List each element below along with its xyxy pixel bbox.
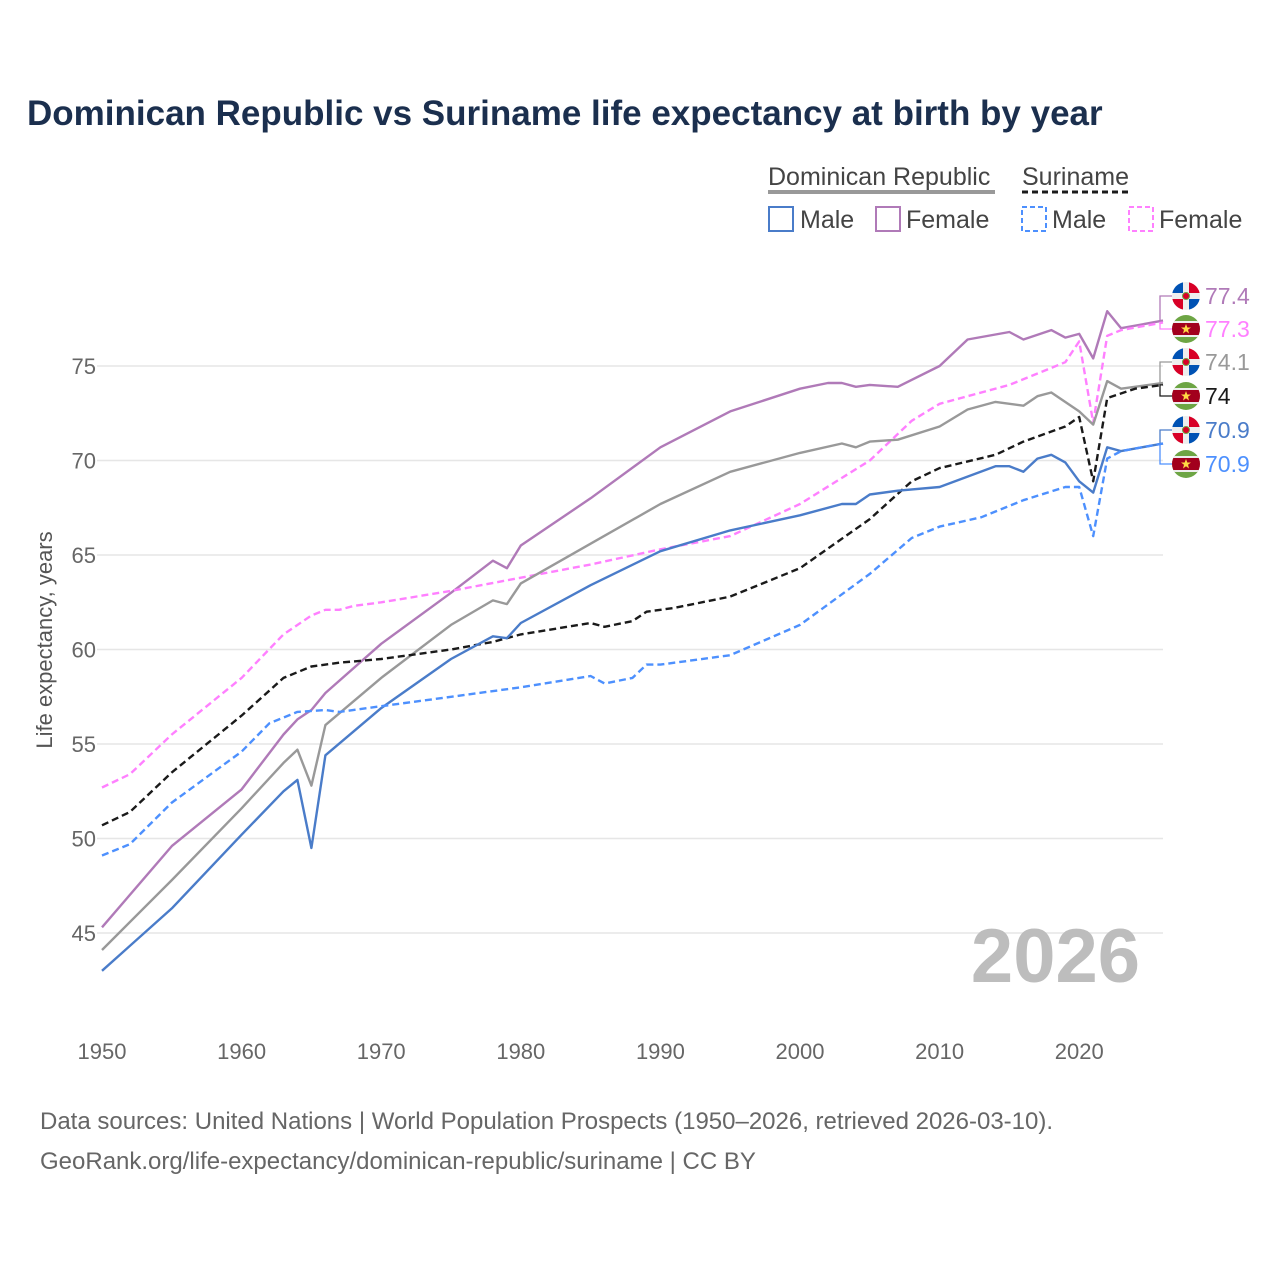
dominican-republic-flag-icon xyxy=(1172,348,1200,376)
label-leader xyxy=(1159,321,1172,330)
legend-sr-female[interactable]: Female xyxy=(1159,206,1242,234)
flag-red-bl xyxy=(1172,433,1183,444)
x-tick-label: 2000 xyxy=(776,1039,825,1064)
end-value-label: 70.9 xyxy=(1205,417,1250,443)
x-tick-label: 1970 xyxy=(357,1039,406,1064)
y-tick-label: 70 xyxy=(72,449,96,474)
legend-group-dominican-republic: Dominican Republic xyxy=(768,163,990,191)
series-line-suriname-female xyxy=(101,321,1164,789)
flag-emblem xyxy=(1182,426,1190,434)
star-icon xyxy=(1181,459,1191,469)
flag-blue-br xyxy=(1189,299,1200,310)
series-line-suriname-male xyxy=(101,442,1164,857)
y-axis-label: Life expectancy, years xyxy=(32,531,57,748)
flag-body xyxy=(1172,348,1200,376)
label-leader xyxy=(1159,361,1172,384)
legend-swatch-dr-female xyxy=(875,206,901,232)
y-tick-label: 75 xyxy=(72,354,96,379)
legend-swatch-dr-male xyxy=(768,206,794,232)
flag-blue-tl xyxy=(1172,416,1183,427)
flag-red-tr xyxy=(1189,416,1200,427)
label-leader xyxy=(1159,295,1172,322)
flag-body xyxy=(1172,282,1200,310)
chart-title: Dominican Republic vs Suriname life expe… xyxy=(27,94,1103,133)
star-icon xyxy=(1181,391,1191,401)
flag-body xyxy=(1172,450,1200,478)
y-tick-label: 65 xyxy=(72,543,96,568)
flag-red-tr xyxy=(1189,348,1200,359)
flag-blue-br xyxy=(1189,365,1200,376)
y-tick-label: 50 xyxy=(72,827,96,852)
legend-sr-male[interactable]: Male xyxy=(1052,206,1106,234)
series-line-dominican-republic-female xyxy=(101,310,1164,929)
flag-blue-tl xyxy=(1172,348,1183,359)
end-value-label: 70.9 xyxy=(1205,451,1250,477)
suriname-flag-icon xyxy=(1172,315,1200,343)
end-value-label: 74 xyxy=(1205,383,1231,409)
star-icon xyxy=(1181,324,1191,334)
flag-blue-br xyxy=(1189,433,1200,444)
x-tick-label: 1980 xyxy=(496,1039,545,1064)
source-line-1: Data sources: United Nations | World Pop… xyxy=(40,1108,1054,1135)
series-line-dominican-republic-male xyxy=(101,442,1164,972)
legend-swatch-sr-female xyxy=(1128,206,1154,232)
legend-group-suriname: Suriname xyxy=(1022,163,1129,191)
x-tick-label: 2010 xyxy=(915,1039,964,1064)
flag-body xyxy=(1172,315,1200,343)
flag-emblem xyxy=(1182,358,1190,366)
dominican-republic-flag-icon xyxy=(1172,282,1200,310)
x-tick-label: 1960 xyxy=(217,1039,266,1064)
source-line-2[interactable]: GeoRank.org/life-expectancy/dominican-re… xyxy=(40,1148,756,1175)
end-value-label: 77.3 xyxy=(1205,316,1250,342)
suriname-flag-icon xyxy=(1172,450,1200,478)
flag-red-tr xyxy=(1189,282,1200,293)
x-tick-label: 1990 xyxy=(636,1039,685,1064)
legend-dr-female[interactable]: Female xyxy=(906,206,989,234)
y-tick-label: 60 xyxy=(72,638,96,663)
flag-body xyxy=(1172,416,1200,444)
x-tick-label: 2020 xyxy=(1055,1039,1104,1064)
dominican-republic-flag-icon xyxy=(1172,416,1200,444)
series-line-suriname-total xyxy=(101,383,1164,827)
label-leader xyxy=(1159,442,1172,465)
end-value-label: 77.4 xyxy=(1205,283,1250,309)
end-value-label: 74.1 xyxy=(1205,349,1250,375)
label-leader xyxy=(1159,384,1172,397)
y-tick-label: 55 xyxy=(72,732,96,757)
y-tick-label: 45 xyxy=(72,921,96,946)
flag-body xyxy=(1172,382,1200,410)
flag-red-bl xyxy=(1172,365,1183,376)
suriname-flag-icon xyxy=(1172,382,1200,410)
x-tick-label: 1950 xyxy=(78,1039,127,1064)
flag-blue-tl xyxy=(1172,282,1183,293)
legend-swatch-sr-male xyxy=(1021,206,1047,232)
flag-red-bl xyxy=(1172,299,1183,310)
label-leader xyxy=(1159,429,1172,445)
legend-dr-male[interactable]: Male xyxy=(800,206,854,234)
year-watermark: 2026 xyxy=(971,914,1140,999)
flag-emblem xyxy=(1182,292,1190,300)
legend: Dominican Republic Suriname Male Female … xyxy=(768,163,1242,234)
series-line-dominican-republic-total xyxy=(101,379,1164,951)
